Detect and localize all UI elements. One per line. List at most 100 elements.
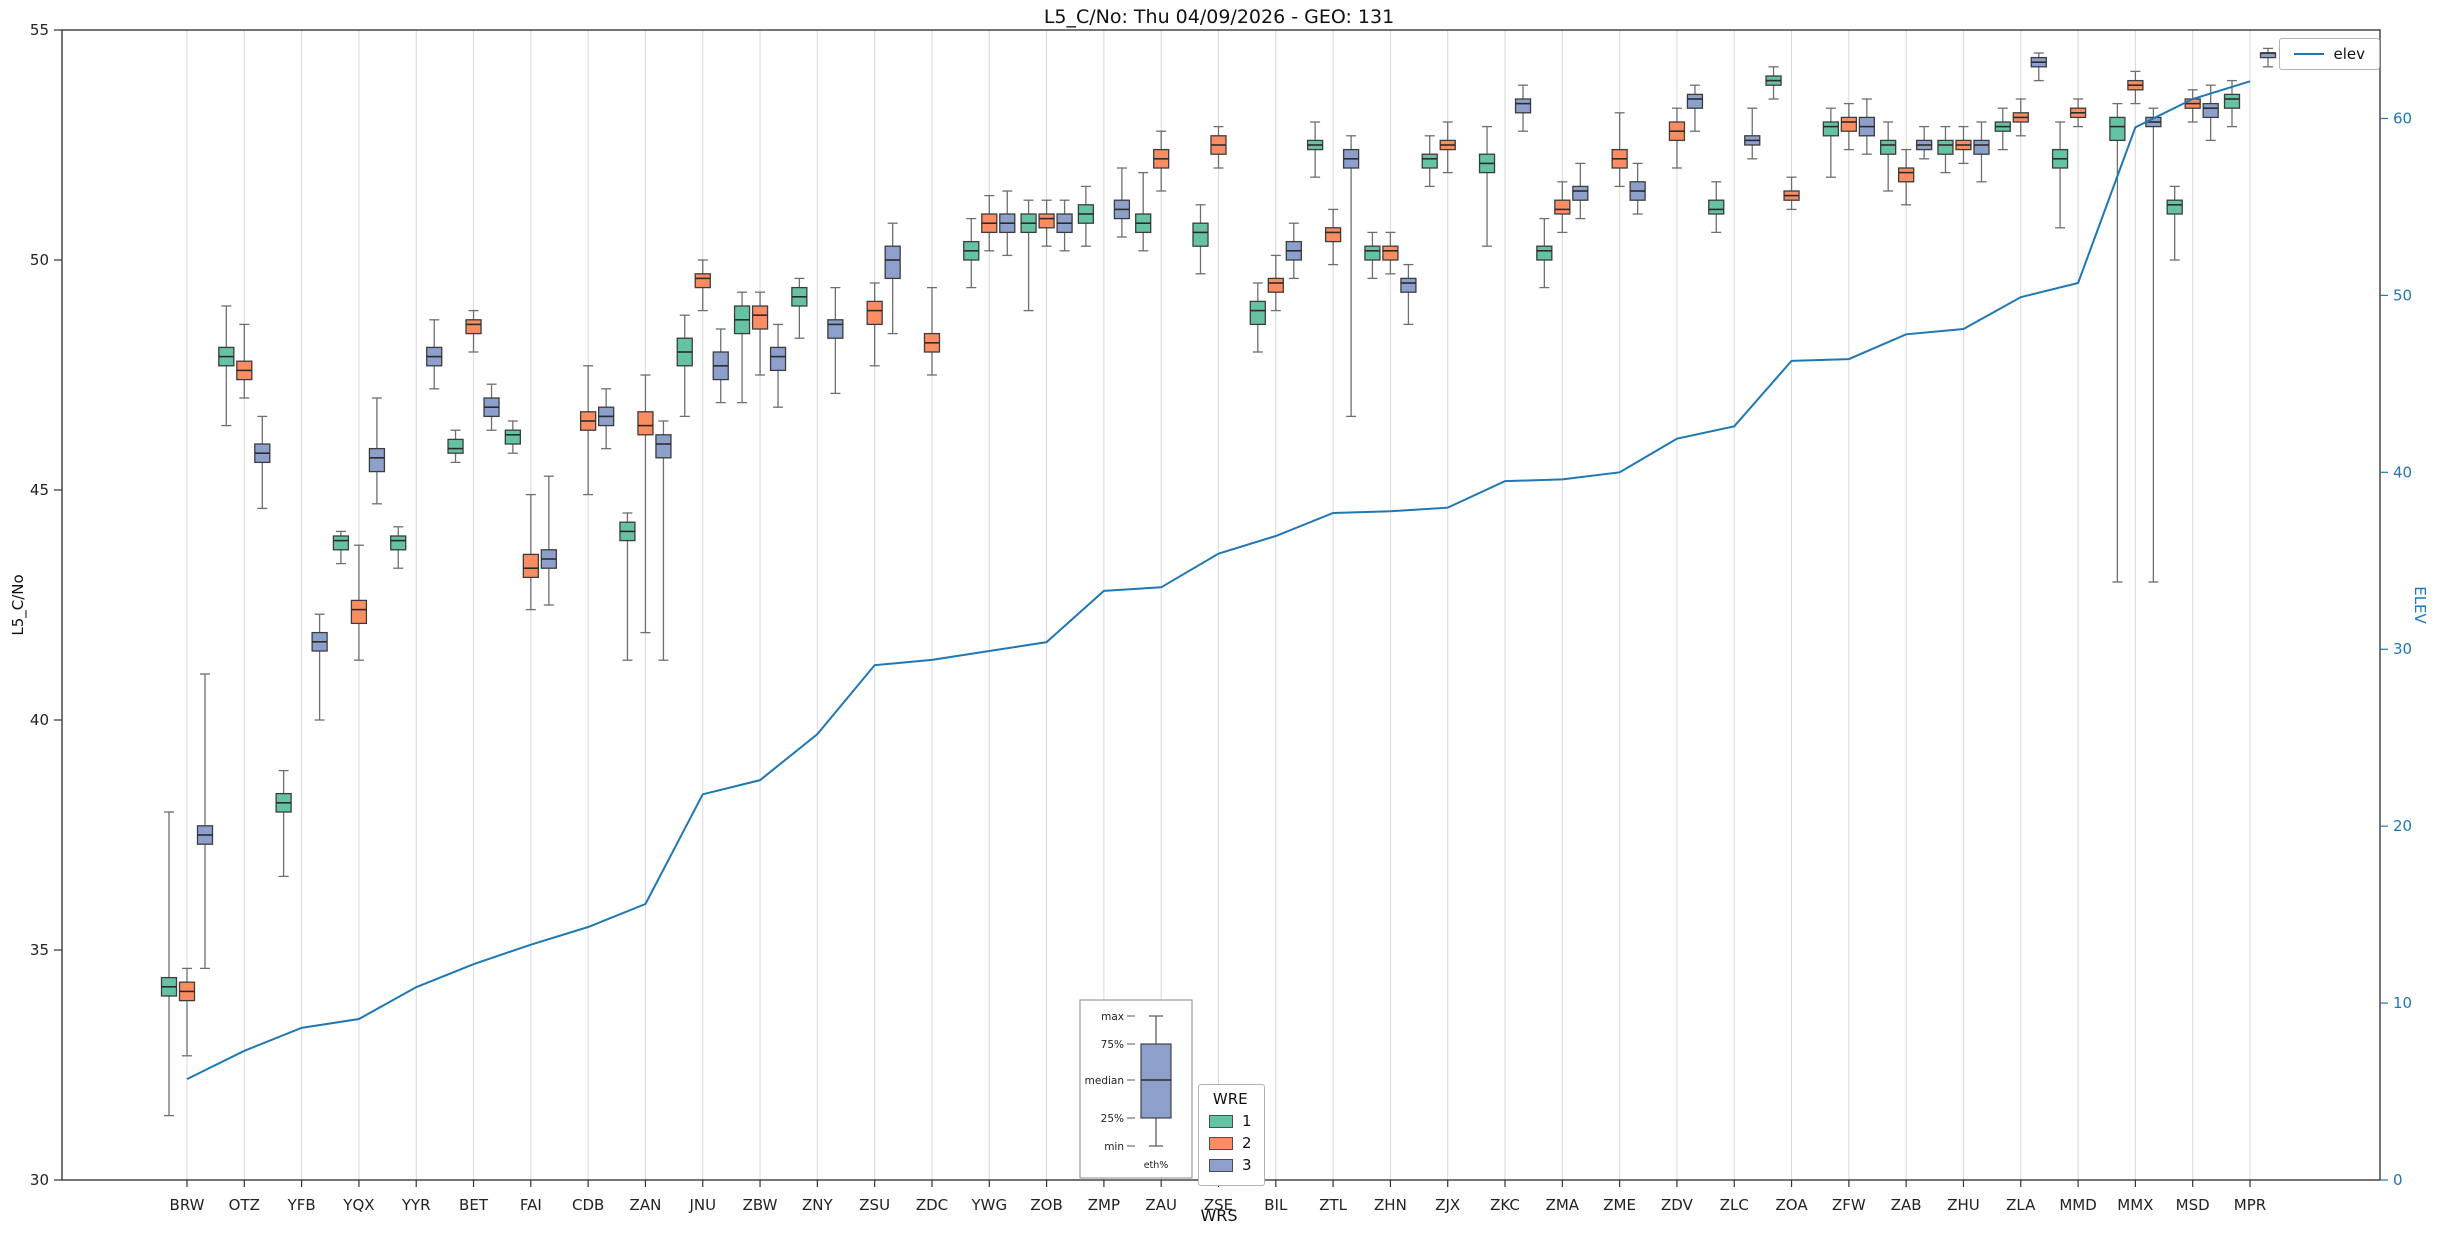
boxplot <box>1937 125 1954 174</box>
boxplot <box>426 319 443 390</box>
boxplot <box>884 222 901 335</box>
x-tick-label: ZSE <box>1204 1196 1233 1214</box>
boxplot <box>275 769 292 878</box>
boxplot <box>2051 121 2069 229</box>
inset-label: min <box>1104 1141 1124 1153</box>
boxplot <box>465 309 482 353</box>
boxplot <box>1153 130 1170 192</box>
x-tick-label: ZAB <box>1891 1196 1922 1214</box>
boxplot <box>1783 176 1800 211</box>
boxplot <box>1324 208 1342 266</box>
wre-legend: WRE 1 2 3 <box>1198 1084 1265 1186</box>
wre-legend-title: WRE <box>1212 1090 1248 1108</box>
boxplot <box>791 277 808 339</box>
series-1-swatch-icon <box>1209 1114 1233 1128</box>
boxplot <box>579 365 597 496</box>
y-tick-label-left: 50 <box>30 251 49 269</box>
inset-label: 25% <box>1101 1113 1124 1125</box>
boxplot <box>1267 254 1284 312</box>
x-tick-label: MMD <box>2059 1196 2096 1214</box>
boxplot <box>196 673 214 970</box>
x-tick-label: ZTL <box>1319 1196 1347 1214</box>
boxplot <box>866 282 883 367</box>
boxplot <box>1858 98 1876 155</box>
series-3-swatch-icon <box>1209 1158 1233 1172</box>
boxplot <box>597 388 615 450</box>
boxplot <box>178 967 196 1057</box>
boxplot <box>390 526 407 569</box>
wre-legend-item: 1 <box>1209 1112 1252 1130</box>
boxplot <box>254 415 271 510</box>
boxplot <box>2012 98 2029 137</box>
boxplot <box>1020 199 1037 312</box>
wre-legend-item: 3 <box>1209 1156 1252 1174</box>
boxplot <box>2145 107 2162 583</box>
boxplot <box>1611 112 1628 188</box>
boxplot <box>1880 121 1897 192</box>
boxplot <box>1554 181 1571 234</box>
x-tick-label: ZSU <box>859 1196 890 1214</box>
boxplot <box>160 811 178 1117</box>
boxplot <box>1056 199 1073 252</box>
boxplot <box>751 291 769 376</box>
boxplot <box>447 429 464 464</box>
series-2-label: 2 <box>1242 1134 1252 1152</box>
y-tick-label-left: 40 <box>30 711 49 729</box>
boxplot <box>1364 231 1381 280</box>
y-tick-label-right: 10 <box>2393 994 2412 1012</box>
y-tick-label-left: 55 <box>30 21 49 39</box>
elev-line-sample-icon <box>2294 53 2325 55</box>
x-axis-ticks: BRW OTZ YFB YQX YYR BET FAI CDB ZAN JNU ZBW ZNY ZSU Z… <box>170 1180 2266 1214</box>
y-tick-label-right: 60 <box>2393 109 2412 127</box>
boxplot <box>1686 84 1704 132</box>
x-tick-label: BRW <box>170 1196 205 1214</box>
x-tick-label: ZOA <box>1776 1196 1809 1214</box>
boxplot <box>655 420 672 661</box>
boxplot <box>1898 148 1915 206</box>
x-tick-label: JNU <box>688 1196 716 1214</box>
x-tick-label: ZLC <box>1720 1196 1749 1214</box>
boxplot <box>1306 121 1324 178</box>
boxplot <box>2030 52 2047 82</box>
x-tick-label: ZJX <box>1435 1196 1460 1214</box>
boxplot <box>2109 102 2126 583</box>
y-tick-label-left: 45 <box>30 481 49 499</box>
boxplot <box>769 323 787 408</box>
x-tick-label: ZMP <box>1088 1196 1120 1214</box>
y-tick-label-right: 20 <box>2393 817 2412 835</box>
x-tick-label: ZDV <box>1661 1196 1694 1214</box>
x-tick-label: OTZ <box>229 1196 260 1214</box>
x-tick-label: MMX <box>2117 1196 2153 1214</box>
boxplot <box>1955 125 1972 165</box>
elev-legend-label: elev <box>2333 45 2365 63</box>
boxplot <box>1629 162 1646 215</box>
y-axis-left-ticks: 30 35 40 45 50 55 <box>30 21 62 1189</box>
x-tick-label: FAI <box>520 1196 542 1214</box>
boxplot <box>1113 167 1131 238</box>
boxplot <box>368 397 386 505</box>
boxplot <box>1249 282 1266 353</box>
boxplot <box>619 512 636 661</box>
boxplot <box>1400 263 1417 326</box>
x-tick-label: ZHN <box>1374 1196 1407 1214</box>
inset-label: 75% <box>1101 1039 1124 1051</box>
boxplot <box>1210 125 1227 169</box>
inset-label: max <box>1101 1011 1124 1023</box>
x-tick-label: ZOB <box>1030 1196 1062 1214</box>
y-axis-right-ticks: 0 10 20 30 40 50 60 <box>2380 109 2412 1189</box>
x-tick-label: ZNY <box>802 1196 833 1214</box>
boxplot <box>923 286 941 376</box>
x-tick-label: BET <box>459 1196 489 1214</box>
x-tick-label: MSD <box>2176 1196 2210 1214</box>
boxplot <box>332 530 350 565</box>
plot-frame <box>61 29 2381 1181</box>
boxplot <box>676 314 693 418</box>
boxplot <box>236 323 253 399</box>
boxplot <box>1514 84 1532 132</box>
boxplot <box>1478 125 1496 247</box>
elev-line <box>186 80 2251 1081</box>
inset-label: median <box>1085 1075 1124 1087</box>
boxplot <box>1840 102 1858 151</box>
x-tick-label: ZMA <box>1546 1196 1580 1214</box>
